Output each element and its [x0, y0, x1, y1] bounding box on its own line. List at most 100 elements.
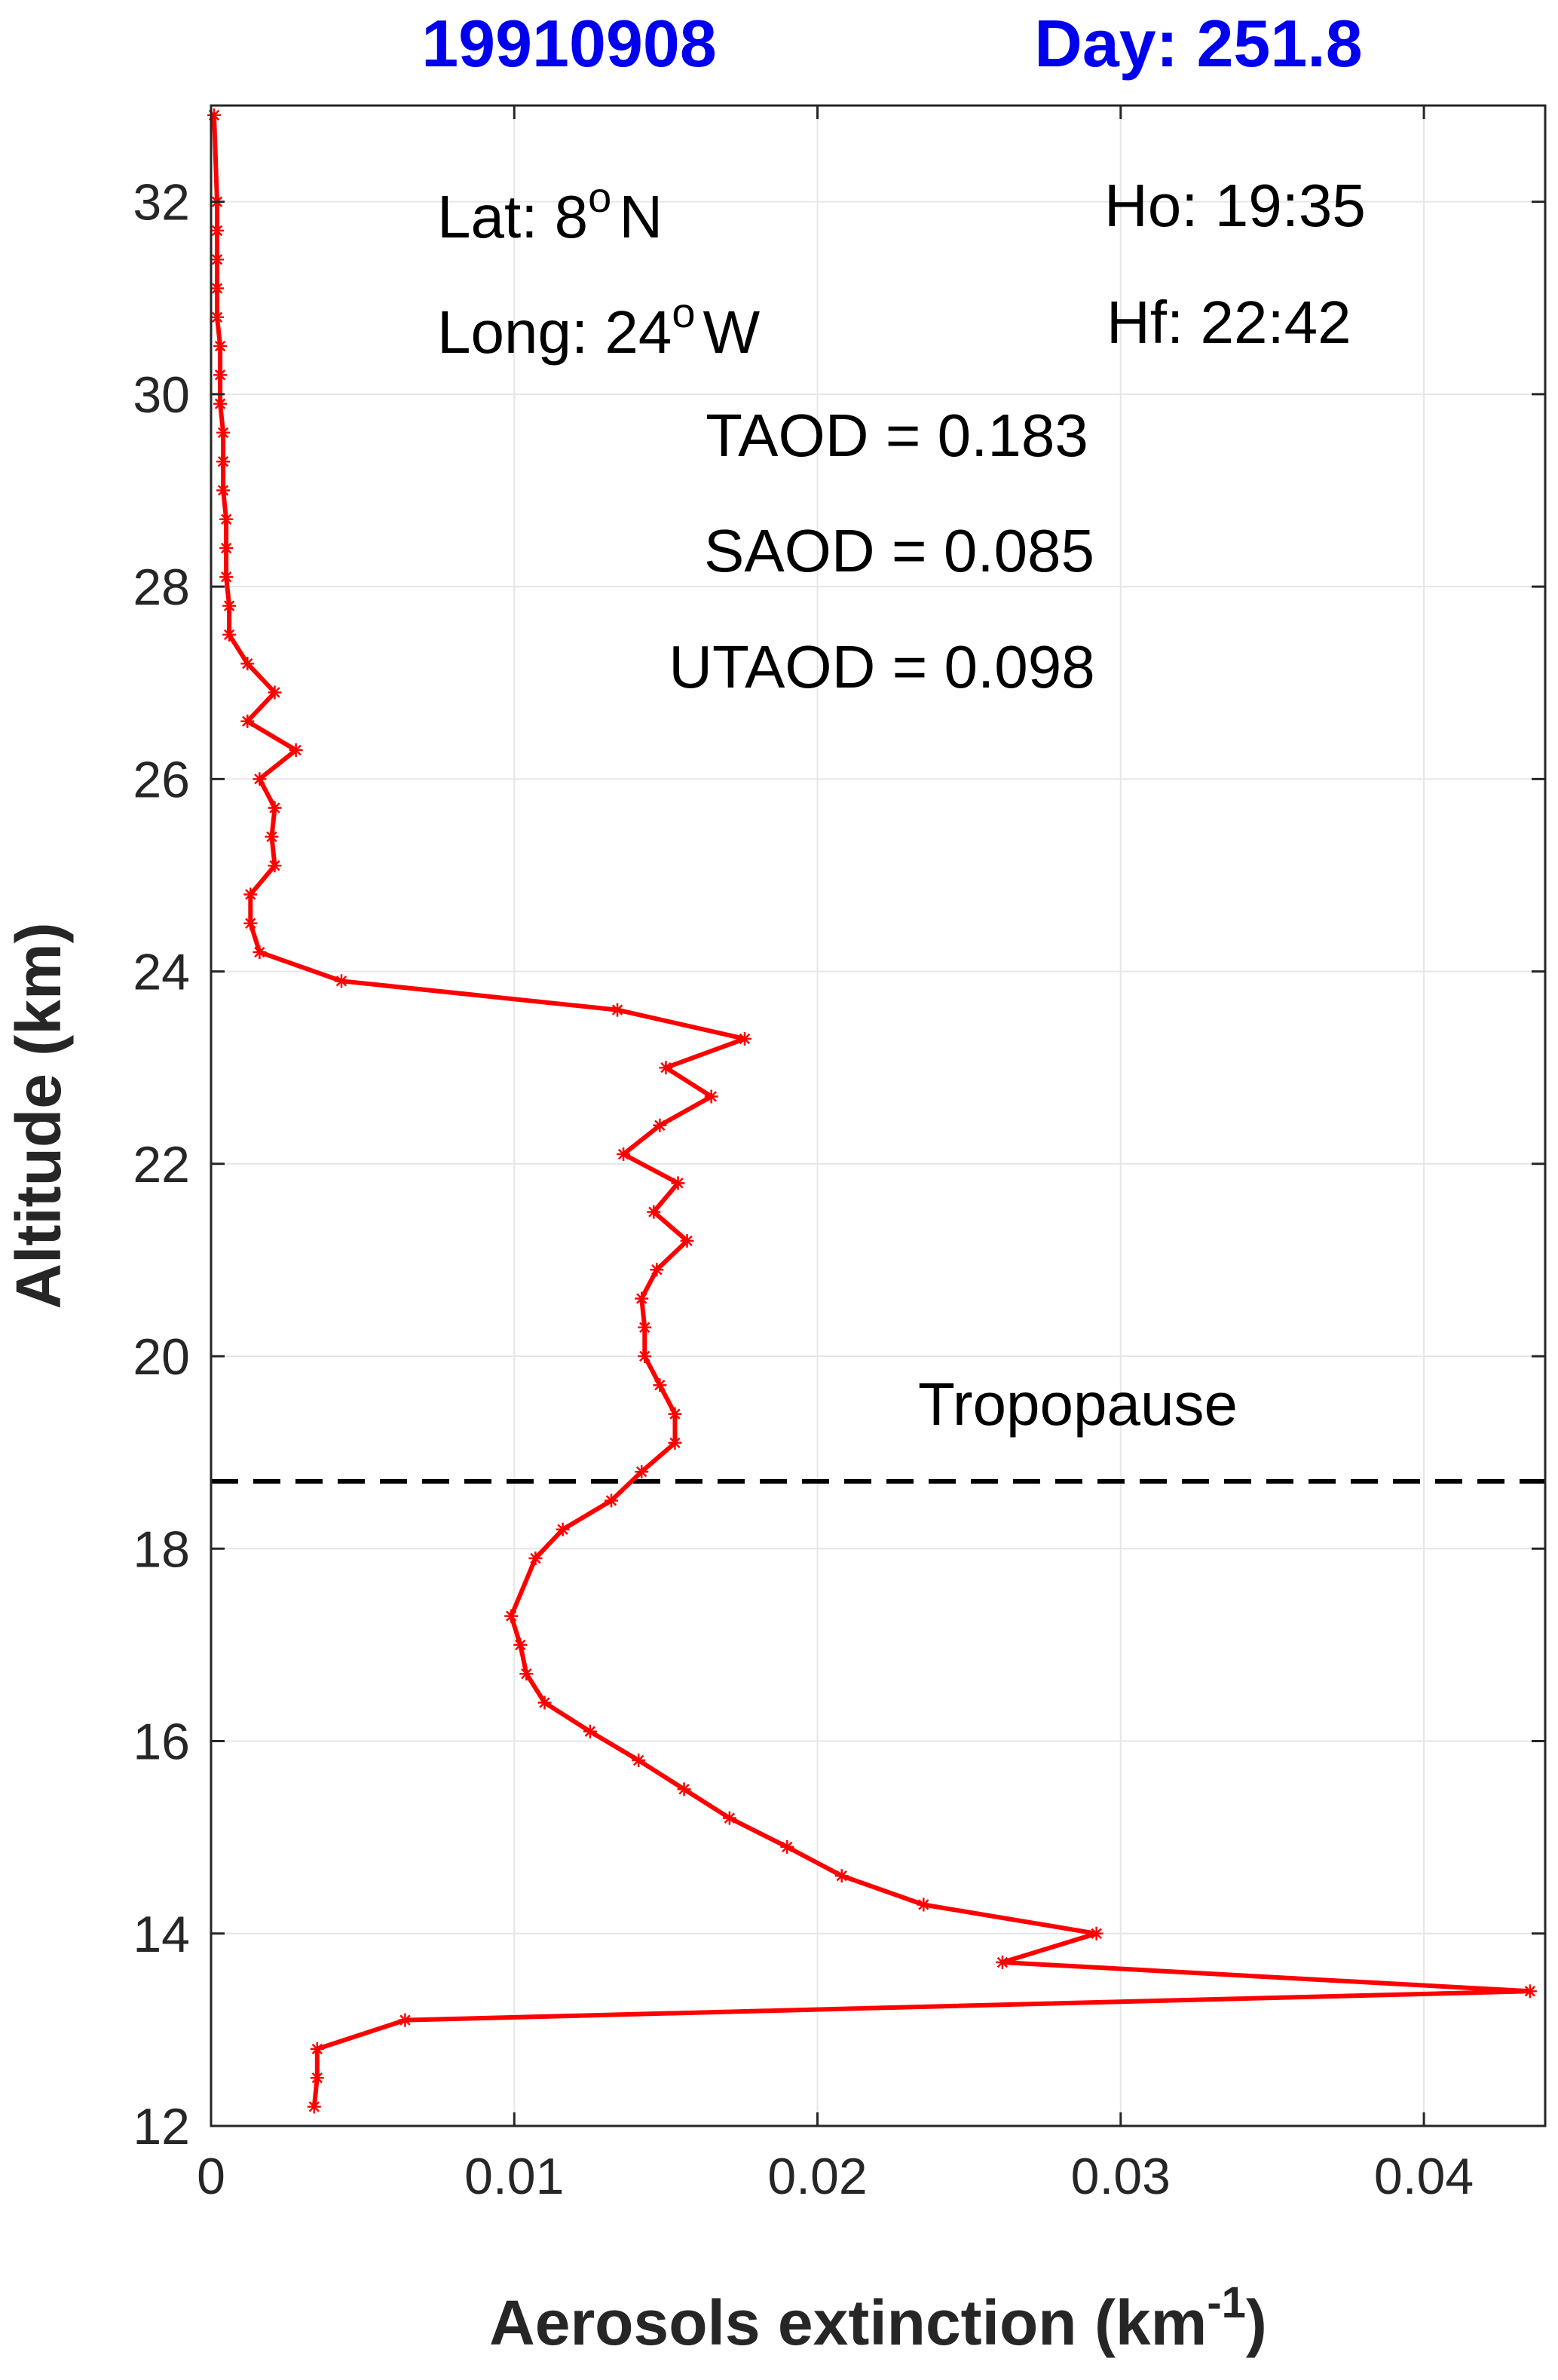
x-tick-label: 0.03 [1071, 2148, 1171, 2205]
latitude-label: Lat: 8o N [437, 173, 663, 250]
data-point [240, 657, 255, 671]
data-point [528, 1551, 543, 1566]
data-point [632, 1754, 646, 1768]
data-point [1523, 1984, 1537, 1999]
data-point [334, 974, 348, 988]
latitude-main: Lat: 8 [437, 183, 588, 250]
y-tick-label: 18 [133, 1521, 190, 1578]
y-tick-label: 26 [133, 751, 190, 808]
series-group [207, 108, 1537, 2114]
data-point [722, 1811, 736, 1825]
data-point [265, 829, 279, 844]
axes-box [210, 104, 1547, 2127]
longitude-dir: W [703, 299, 761, 366]
data-point [1089, 1926, 1103, 1940]
data-point [213, 339, 228, 354]
data-point [556, 1522, 570, 1536]
data-point [650, 1263, 664, 1277]
data-point [222, 627, 237, 642]
x-axis-label-sup: -1 [1207, 2278, 1246, 2327]
grid [211, 106, 1545, 2126]
ticks-group: 0 0.01 0.02 0.03 0.04 12 14 16 18 20 22 24 26 28 30 32 [133, 106, 1545, 2205]
y-tick-label: 12 [133, 2098, 190, 2155]
data-point [611, 1003, 625, 1017]
data-point [398, 2013, 412, 2027]
data-point [210, 281, 225, 296]
x-tick-label: 0 [197, 2148, 225, 2205]
utaod-label: UTAOD = 0.098 [669, 633, 1094, 700]
data-point [668, 1407, 682, 1421]
data-point [222, 599, 237, 613]
data-point [647, 1205, 661, 1219]
data-point [243, 887, 258, 902]
x-tick-label: 0.02 [767, 2148, 867, 2205]
data-point [680, 1233, 694, 1248]
x-axis-label: Aerosols extinction (km-1) [489, 2278, 1267, 2358]
y-tick-label: 30 [133, 366, 190, 424]
data-point [583, 1724, 597, 1738]
data-point [253, 772, 267, 786]
data-point [289, 743, 303, 758]
data-point [310, 2042, 324, 2056]
data-point [240, 714, 255, 728]
data-point [738, 1031, 751, 1046]
data-point [307, 2100, 321, 2114]
date-title: 19910908 [421, 6, 717, 81]
data-point [995, 1956, 1009, 1970]
data-point [310, 2071, 324, 2085]
data-point [653, 1118, 667, 1132]
data-point [635, 1465, 649, 1479]
x-axis-label-main: Aerosols extinction (km [489, 2287, 1207, 2358]
data-point [537, 1695, 552, 1710]
longitude-degree: o [672, 289, 695, 336]
hf-label: Hf: 22:42 [1107, 289, 1351, 356]
y-tick-label: 20 [133, 1328, 190, 1386]
data-point [210, 223, 225, 237]
x-axis-label-end: ) [1246, 2287, 1267, 2358]
data-point [268, 685, 282, 700]
tropopause-label: Tropopause [918, 1371, 1238, 1438]
data-point [704, 1089, 718, 1104]
latitude-degree: o [588, 173, 611, 221]
data-point [513, 1637, 528, 1652]
y-tick-label: 32 [133, 174, 190, 231]
data-point [677, 1782, 691, 1796]
data-point [213, 397, 228, 411]
data-point [653, 1378, 667, 1392]
data-point [617, 1147, 631, 1162]
data-point [638, 1320, 652, 1334]
y-tick-label: 16 [133, 1714, 190, 1771]
data-point [268, 859, 282, 873]
x-tick-label: 0.04 [1374, 2148, 1474, 2205]
data-point [668, 1435, 682, 1450]
ho-label: Ho: 19:35 [1104, 172, 1366, 239]
taod-label: TAOD = 0.183 [706, 402, 1088, 469]
data-point [219, 570, 234, 584]
y-tick-label: 22 [133, 1136, 190, 1193]
data-point [917, 1898, 931, 1912]
y-axis-label: Altitude (km) [3, 922, 74, 1309]
data-point [219, 541, 234, 556]
data-point [210, 253, 225, 267]
y-tick-label: 28 [133, 559, 190, 616]
saod-label: SAOD = 0.085 [704, 517, 1094, 584]
data-point [210, 310, 225, 324]
plot-area [211, 106, 1545, 2126]
data-point [638, 1349, 652, 1364]
data-point [659, 1061, 673, 1075]
data-point [671, 1176, 685, 1190]
data-point [243, 916, 258, 930]
data-point [207, 108, 222, 122]
y-tick-label: 24 [133, 944, 190, 1001]
data-point [504, 1609, 519, 1623]
data-point [605, 1493, 618, 1508]
data-point [219, 512, 234, 526]
data-point [268, 801, 282, 815]
data-point [253, 945, 267, 960]
longitude-label: Long: 24o W [437, 289, 761, 366]
latitude-dir: N [619, 183, 663, 250]
data-point [213, 368, 228, 382]
data-point [519, 1667, 534, 1681]
day-title: Day: 251.8 [1034, 6, 1362, 81]
